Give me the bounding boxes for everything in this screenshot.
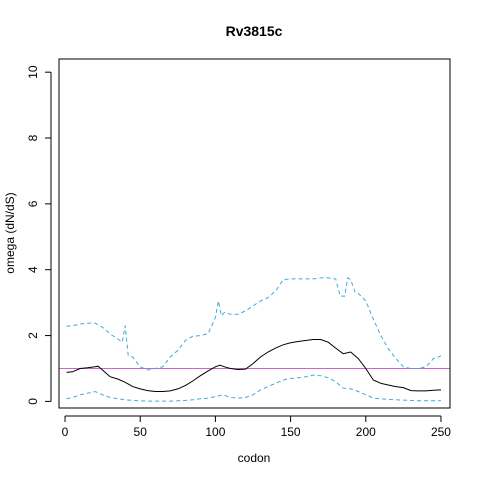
x-axis-label: codon (238, 451, 271, 465)
x-axis: 0 50 100 150 200 250 (62, 415, 451, 439)
x-tick-label: 200 (356, 425, 376, 439)
y-tick-label: 4 (26, 266, 40, 273)
x-tick-label: 100 (205, 425, 225, 439)
series-line-upper (66, 277, 442, 371)
plot-frame (58, 58, 451, 409)
y-tick-label: 10 (26, 65, 40, 79)
series-line-lower (66, 374, 441, 402)
x-tick-label: 0 (62, 425, 69, 439)
x-tick-label: 250 (431, 425, 451, 439)
series-line-estimate (66, 339, 442, 392)
y-axis: 0 2 4 6 8 10 (26, 65, 52, 405)
x-tick-label: 150 (281, 425, 301, 439)
chart-title: Rv3815c (226, 23, 283, 39)
y-tick-label: 2 (26, 332, 40, 339)
x-tick-label: 50 (134, 425, 148, 439)
y-tick-label: 6 (26, 200, 40, 207)
y-axis-label: omega (dN/dS) (3, 192, 17, 273)
series-layer (66, 277, 442, 402)
y-tick-label: 8 (26, 134, 40, 141)
plot-area (58, 58, 451, 409)
y-tick-label: 0 (26, 398, 40, 405)
